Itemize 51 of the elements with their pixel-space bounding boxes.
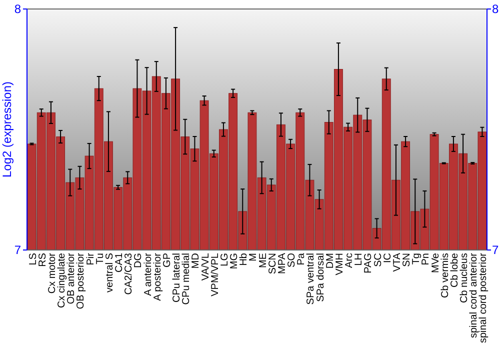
x-tick-label: MPA bbox=[276, 252, 288, 274]
x-tick-label: LS bbox=[28, 252, 39, 266]
x-tick-label: Cb nucleus bbox=[459, 253, 470, 304]
x-tick-label: LH bbox=[354, 253, 365, 266]
x-tick-label: M bbox=[248, 253, 260, 262]
y2-tick-label: 7 bbox=[492, 243, 499, 258]
x-tick-label: LG bbox=[219, 252, 230, 266]
x-tick-label: RS bbox=[37, 252, 48, 267]
x-tick-label: DG bbox=[133, 252, 144, 268]
x-tick-label: SN bbox=[402, 253, 413, 267]
x-tick-label: MG bbox=[229, 252, 240, 270]
x-tick-label: Cx cingulate bbox=[56, 252, 68, 308]
x-tick-label: Tu bbox=[94, 253, 106, 264]
x-tick-label: VPM/VPL bbox=[210, 252, 221, 296]
x-tick-label: CPu medial bbox=[181, 253, 192, 305]
x-tick-label: Hb bbox=[238, 252, 250, 266]
x-tick-label: Cb vermis bbox=[440, 253, 451, 298]
x-tick-label: VTA bbox=[392, 252, 403, 272]
x-tick-label: SPa dorsal bbox=[315, 253, 326, 302]
x-tick-label: SO bbox=[286, 252, 298, 268]
x-tick-label: DM bbox=[324, 253, 336, 269]
x-tick-label: PAG bbox=[363, 252, 374, 274]
x-tick-label: SC bbox=[372, 253, 384, 267]
x-tick-label: Cx motor bbox=[46, 252, 58, 294]
x-tick-label: CA2/CA3 bbox=[124, 252, 135, 295]
x-tick-label: Pa bbox=[296, 252, 308, 266]
x-tick-label: MD bbox=[190, 253, 202, 269]
x-tick-label: CA1 bbox=[114, 252, 126, 272]
x-tick-label: VA/VL bbox=[200, 252, 212, 281]
x-tick-label: SCN bbox=[267, 253, 278, 274]
x-tick-label: Cb lobe bbox=[449, 252, 460, 288]
x-tick-label: SPa ventral bbox=[306, 253, 317, 305]
y2-tick-label: 8 bbox=[492, 2, 499, 16]
x-tick-label: OB anterior bbox=[66, 252, 78, 304]
x-tick-label: GP bbox=[162, 252, 173, 268]
x-tick-label: Pir bbox=[85, 252, 96, 266]
x-tick-label: A posterior bbox=[152, 252, 164, 301]
x-tick-label: A anterior bbox=[142, 252, 154, 296]
x-tick-label: Pn bbox=[420, 253, 432, 266]
x-tick-label: CPu lateral bbox=[172, 253, 183, 302]
x-tick-label: spinal cord anterior bbox=[468, 252, 480, 338]
x-tick-label: Arc bbox=[344, 253, 356, 268]
x-tick-label: VMH bbox=[334, 253, 346, 276]
x-tick-label: MVe bbox=[430, 252, 442, 274]
x-tick-label: ventral S bbox=[104, 252, 116, 292]
x-tick-label: OB posterior bbox=[76, 252, 87, 310]
x-tick-label: Tg bbox=[411, 253, 422, 265]
x-tick-label: ME bbox=[258, 252, 269, 268]
y-axis-title: Log2 (expression) bbox=[0, 81, 14, 178]
x-tick-label: IC bbox=[382, 253, 394, 263]
x-tick-label: spinal cord posterior bbox=[478, 252, 490, 344]
